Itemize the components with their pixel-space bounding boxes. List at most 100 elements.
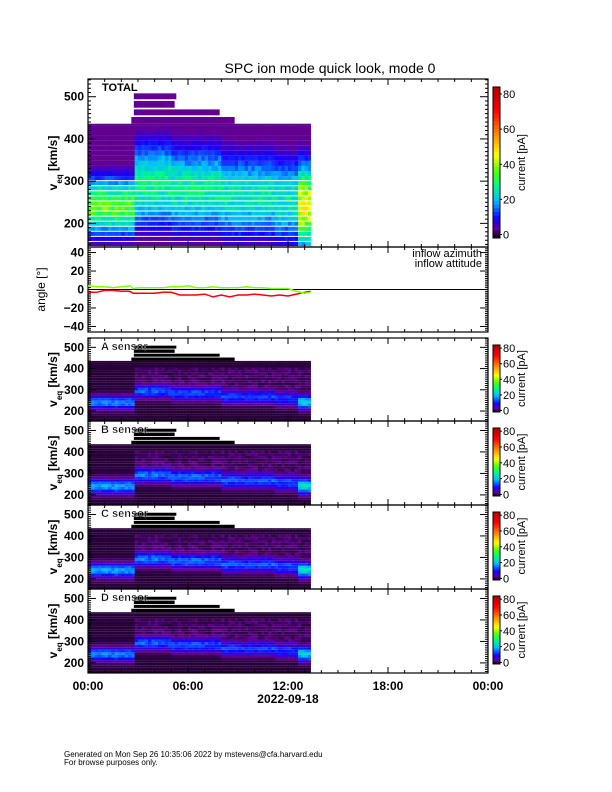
heatmap-cell [258, 413, 262, 416]
heatmap-cell [211, 206, 215, 211]
heatmap-cell [294, 241, 299, 246]
heatmap-cell [184, 450, 189, 454]
heatmap-cell [94, 453, 99, 457]
heatmap-cell [171, 176, 175, 181]
heatmap-cell [234, 171, 239, 177]
heatmap-cell [228, 181, 232, 186]
heatmap-cell [238, 479, 242, 482]
heatmap-cell [101, 231, 105, 236]
heatmap-cell [198, 474, 202, 477]
total-colorbar-step [493, 158, 500, 163]
heatmap-cell [174, 375, 179, 378]
heatmap-cell [281, 155, 285, 161]
heatmap-cell [191, 466, 195, 469]
heatmap-cell [264, 489, 269, 493]
heatmap-cell [268, 448, 272, 451]
heatmap-cell [264, 236, 269, 241]
heatmap-cell [248, 226, 252, 231]
heatmap-cell [118, 468, 122, 472]
heatmap-cell [254, 176, 259, 181]
heatmap-cell [181, 211, 185, 216]
heatmap-cell [184, 476, 189, 480]
heatmap-cell [111, 392, 115, 396]
heatmap-cell [128, 499, 132, 503]
heatmap-cell [204, 241, 209, 246]
heatmap-cell [278, 196, 282, 201]
heatmap-cell [214, 150, 219, 156]
heatmap-cell [251, 375, 255, 378]
heatmap-cell [294, 405, 299, 409]
heatmap-cell [158, 206, 162, 211]
heatmap-cell [118, 360, 122, 363]
heatmap-cell [111, 196, 115, 201]
heatmap-cell [268, 476, 272, 480]
heatmap-cell [221, 403, 225, 406]
heatmap-cell [251, 145, 255, 151]
heatmap-cell [238, 155, 242, 161]
heatmap-cell [91, 191, 95, 196]
heatmap-cell [104, 130, 109, 136]
heatmap-cell [214, 362, 219, 365]
heatmap-cell [251, 413, 255, 416]
heatmap-cell [224, 201, 229, 206]
heatmap-cell [148, 140, 152, 146]
heatmap-cell [148, 135, 152, 141]
heatmap-cell [208, 387, 212, 391]
heatmap-cell [111, 216, 115, 221]
heatmap-cell [261, 241, 265, 246]
heatmap-cell [141, 392, 145, 396]
heatmap-cell [148, 372, 152, 376]
heatmap-cell [278, 226, 282, 231]
heatmap-cell [244, 418, 249, 421]
heatmap-cell [114, 408, 119, 411]
heatmap-cell [151, 445, 155, 449]
heatmap-cell [158, 130, 162, 136]
heatmap-cell [194, 390, 199, 393]
heatmap-cell [98, 364, 102, 368]
heatmap-cell [234, 481, 239, 485]
heatmap-cell [254, 375, 259, 378]
heatmap-cell [231, 448, 235, 451]
heatmap-cell [231, 484, 235, 487]
heatmap-cell [274, 395, 279, 399]
heatmap-cell [261, 405, 265, 409]
heatmap-cell [184, 466, 189, 469]
heatmap-cell [128, 445, 132, 449]
heatmap-cell [271, 362, 275, 365]
heatmap-cell [261, 186, 265, 191]
heatmap-cell [178, 231, 182, 236]
heatmap-cell [251, 130, 255, 136]
heatmap-cell [211, 450, 215, 454]
heatmap-cell [111, 176, 115, 181]
heatmap-cell [151, 489, 155, 493]
heatmap-cell [191, 372, 195, 376]
heatmap-cell [251, 484, 255, 487]
heatmap-cell [144, 489, 149, 493]
heatmap-cell [264, 486, 269, 490]
heatmap-cell [158, 165, 162, 172]
heatmap-cell [131, 492, 135, 495]
heatmap-cell [298, 360, 302, 363]
heatmap-cell [268, 375, 272, 378]
heatmap-cell [271, 405, 275, 409]
heatmap-cell [91, 400, 95, 404]
heatmap-cell [168, 484, 172, 487]
heatmap-cell [234, 226, 239, 231]
heatmap-cell [118, 211, 122, 216]
heatmap-cell [234, 387, 239, 391]
heatmap-cell [141, 216, 145, 221]
heatmap-cell [171, 502, 175, 505]
heatmap-cell [248, 468, 252, 472]
heatmap-cell [241, 479, 245, 482]
heatmap-cell [101, 171, 105, 177]
heatmap-cell [144, 413, 149, 416]
heatmap-cell [218, 176, 222, 181]
heatmap-cell [108, 160, 112, 166]
heatmap-cell [208, 370, 212, 373]
heatmap-cell [294, 360, 299, 363]
heatmap-cell [111, 410, 115, 414]
heatmap-cell [288, 405, 292, 409]
heatmap-cell [164, 130, 169, 136]
heatmap-cell [308, 418, 311, 421]
heatmap-cell [108, 403, 112, 406]
